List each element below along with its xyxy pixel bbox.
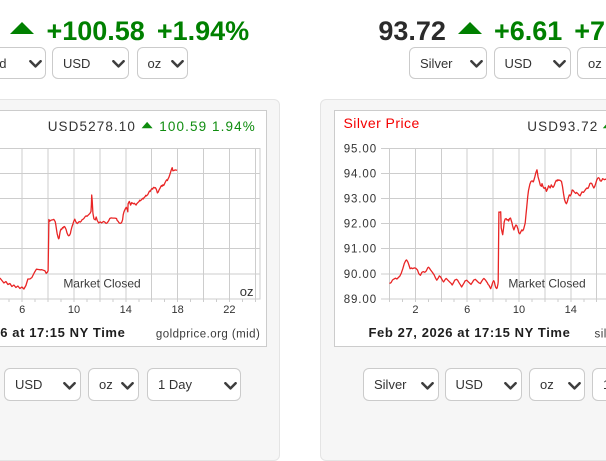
svg-text:Feb 27, 2026 at 17:15 NY Time: Feb 27, 2026 at 17:15 NY Time — [0, 325, 126, 340]
svg-text:92.00: 92.00 — [343, 218, 376, 230]
svg-text:Silver Price: Silver Price — [343, 114, 419, 130]
svg-text:94.00: 94.00 — [343, 168, 376, 180]
svg-text:18: 18 — [172, 304, 184, 316]
svg-text:90.00: 90.00 — [343, 268, 376, 280]
svg-text:2: 2 — [412, 304, 418, 316]
svg-text:95.00: 95.00 — [343, 143, 376, 155]
svg-text:22: 22 — [223, 304, 235, 316]
svg-text:silverprice.org (mid): silverprice.org (mid) — [594, 328, 606, 340]
svg-text:100.59 1.94%: 100.59 1.94% — [159, 118, 256, 133]
svg-text:USD93.72: USD93.72 — [527, 118, 598, 133]
svg-text:USD5278.10: USD5278.10 — [48, 118, 136, 133]
svg-text:Feb 27, 2026 at 17:15 NY Time: Feb 27, 2026 at 17:15 NY Time — [368, 325, 570, 340]
svg-text:6: 6 — [464, 304, 470, 316]
svg-text:89.00: 89.00 — [343, 293, 376, 305]
svg-text:goldprice.org (mid): goldprice.org (mid) — [156, 328, 260, 340]
svg-text:93.00: 93.00 — [343, 193, 376, 205]
svg-text:10: 10 — [512, 304, 524, 316]
svg-text:Market Closed: Market Closed — [63, 276, 140, 290]
svg-text:6: 6 — [19, 304, 25, 316]
svg-text:14: 14 — [564, 304, 576, 316]
svg-text:91.00: 91.00 — [343, 243, 376, 255]
svg-text:Market Closed: Market Closed — [508, 276, 585, 290]
svg-text:10: 10 — [68, 304, 80, 316]
svg-text:oz: oz — [240, 284, 254, 299]
svg-text:14: 14 — [120, 304, 132, 316]
